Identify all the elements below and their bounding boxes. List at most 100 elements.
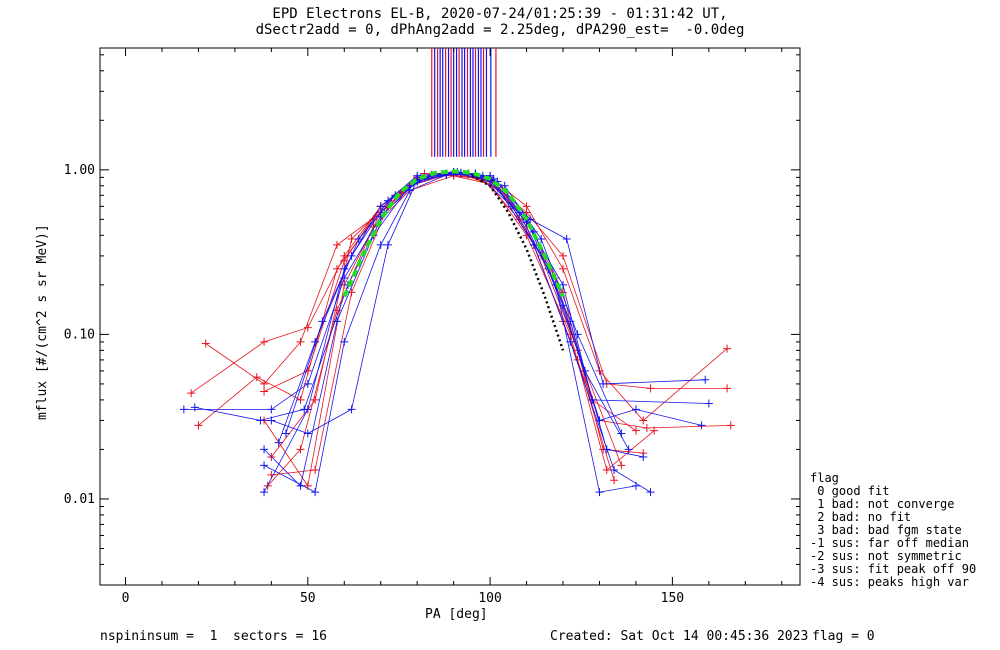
data-point	[376, 240, 385, 249]
chart-title-line1: EPD Electrons EL-B, 2020-07-24/01:25:39 …	[272, 6, 728, 22]
data-point	[267, 416, 276, 425]
data-point	[340, 337, 349, 346]
data-point	[296, 445, 305, 454]
data-point	[303, 366, 312, 375]
y-tick-label: 0.01	[64, 492, 95, 507]
series-line	[263, 173, 636, 493]
data-point	[311, 395, 320, 404]
data-point	[187, 389, 196, 398]
data-point	[522, 202, 531, 211]
series-line	[183, 172, 709, 410]
data-point	[697, 421, 706, 430]
legend-title: flag	[810, 471, 839, 485]
x-axis-label: PA [deg]	[425, 607, 488, 622]
data-point	[260, 387, 269, 396]
data-point	[624, 445, 633, 454]
plot-area-border	[99, 47, 801, 586]
data-point	[631, 405, 640, 414]
data-point	[631, 426, 640, 435]
legend-item: -3 sus: fit peak off 90	[810, 562, 977, 576]
footer-created: Created: Sat Oct 14 00:45:36 2023	[550, 629, 809, 644]
data-point	[347, 288, 356, 297]
fit-curve-green	[342, 169, 565, 298]
data-point	[347, 234, 356, 243]
data-point	[332, 240, 341, 249]
data-point	[256, 416, 265, 425]
data-point	[610, 465, 619, 474]
data-point	[646, 384, 655, 393]
data-point	[405, 186, 414, 195]
data-point	[639, 416, 648, 425]
data-point	[650, 426, 659, 435]
data-point	[704, 399, 713, 408]
flag-legend: flag 0 good fit 1 bad: not converge 2 ba…	[810, 472, 976, 589]
series-line	[285, 173, 622, 434]
chart-title-line2: dSectr2add = 0, dPhAng2add = 2.25deg, dP…	[255, 22, 745, 38]
data-point	[617, 461, 626, 470]
legend-item: 3 bad: bad fgm state	[810, 523, 962, 537]
data-point	[267, 405, 276, 414]
data-point	[260, 337, 269, 346]
data-point	[260, 461, 269, 470]
series-line	[271, 173, 622, 466]
data-point	[639, 452, 648, 461]
data-point	[354, 234, 363, 243]
data-point	[559, 251, 568, 260]
data-point	[537, 234, 546, 243]
y-tick-label: 1.00	[64, 163, 95, 178]
data-point	[296, 395, 305, 404]
data-point	[332, 264, 341, 273]
data-point	[179, 405, 188, 414]
data-point	[303, 429, 312, 438]
data-point	[384, 240, 393, 249]
data-point	[701, 375, 710, 384]
series-line	[194, 171, 706, 421]
data-point	[318, 317, 327, 326]
data-point	[602, 465, 611, 474]
data-point	[252, 373, 261, 382]
data-point	[559, 264, 568, 273]
data-point	[723, 384, 732, 393]
data-point	[347, 405, 356, 414]
y-axis-label: mflux [#/(cm^2 s sr MeV)]	[35, 224, 50, 420]
x-tick-label: 0	[122, 591, 130, 606]
legend-item: 1 bad: not converge	[810, 497, 955, 511]
data-point	[260, 488, 269, 497]
data-point	[376, 202, 385, 211]
data-point	[726, 421, 735, 430]
data-point	[281, 429, 290, 438]
data-point	[274, 438, 283, 447]
data-point	[311, 465, 320, 474]
data-point	[566, 337, 575, 346]
legend-item: 0 good fit	[810, 484, 890, 498]
legend-item: -1 sus: far off median	[810, 536, 969, 550]
data-point	[260, 445, 269, 454]
data-point	[507, 202, 516, 211]
data-point	[332, 306, 341, 315]
y-tick-label: 0.10	[64, 327, 95, 342]
series-line	[190, 172, 728, 421]
footer-nspininsum: nspininsum = 1 sectors = 16	[100, 629, 327, 644]
series-line	[198, 174, 637, 432]
data-point	[190, 403, 199, 412]
x-tick-label: 50	[300, 591, 316, 606]
series-line	[271, 173, 651, 493]
legend-item: -4 sus: peaks high var	[810, 575, 969, 589]
series-line	[278, 172, 644, 458]
data-point	[610, 476, 619, 485]
data-point	[303, 405, 312, 414]
data-point	[595, 488, 604, 497]
x-tick-label: 150	[661, 591, 684, 606]
legend-item: 2 bad: no fit	[810, 510, 912, 524]
data-point	[303, 323, 312, 332]
data-point	[296, 337, 305, 346]
data-point	[562, 234, 571, 243]
axis-layer: 0 50 100 150 0.01 0.10 1.00	[64, 48, 800, 606]
plot-frame	[99, 47, 801, 586]
data-point	[303, 379, 312, 388]
series-line	[263, 171, 731, 487]
data-point	[723, 344, 732, 353]
data-series-layer	[179, 48, 735, 497]
footer-flag: flag = 0	[812, 629, 875, 644]
